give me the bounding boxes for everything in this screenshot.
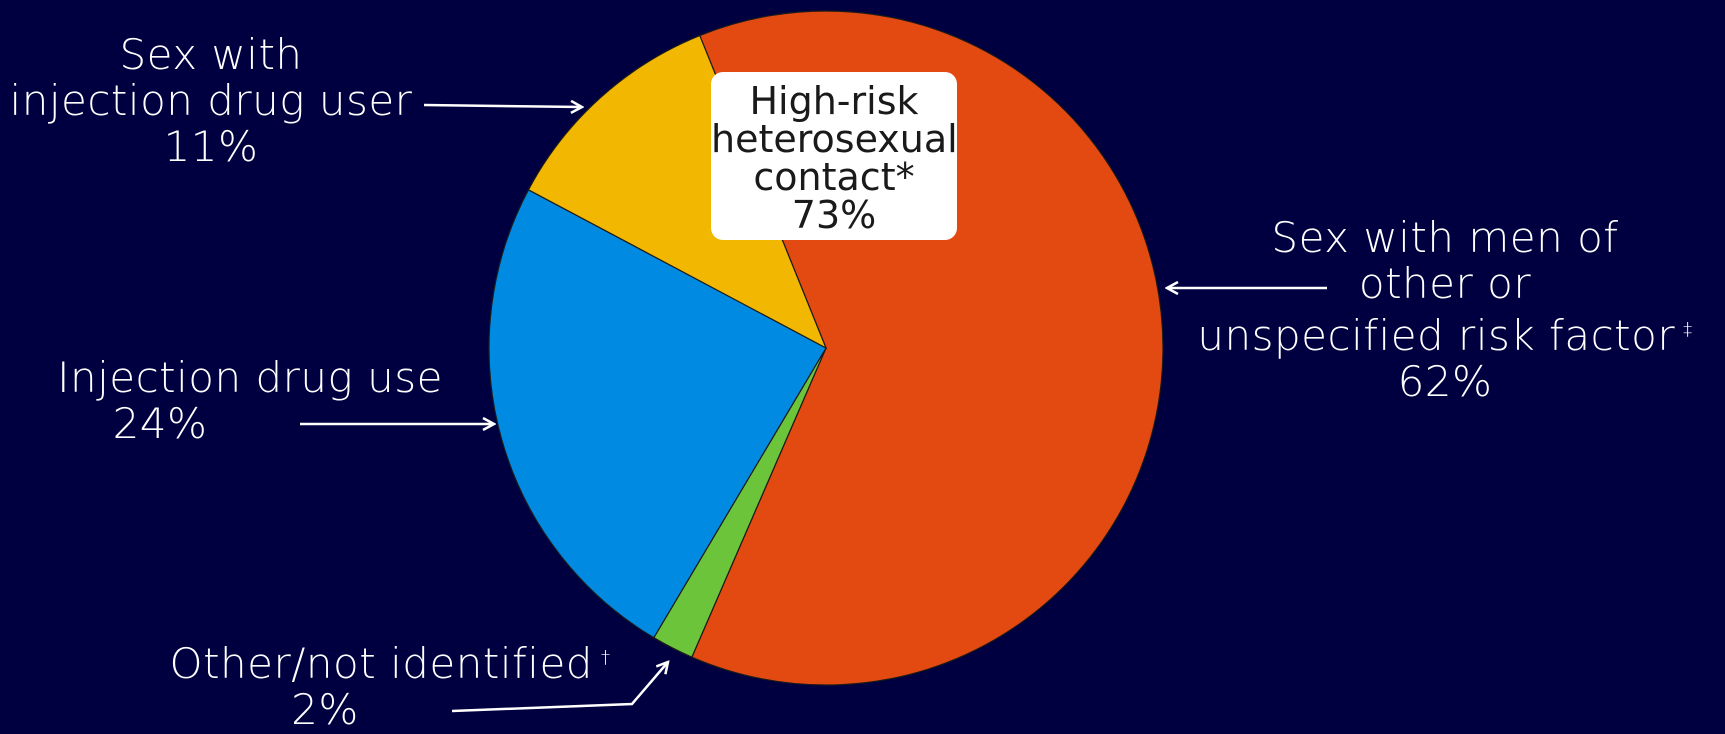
grouping-value: 73% [791, 193, 877, 237]
grouping-label-line-3: contact* [753, 155, 915, 199]
label-other-footnote: † [600, 647, 611, 668]
pie-slice-sexidu [527, 34, 828, 350]
label-sex-idu-line-1: Sex with [119, 30, 303, 79]
label-msm-value: 62% [1397, 357, 1493, 406]
label-other-value: 2% [291, 685, 359, 734]
grouping-label-line-2: heterosexual [711, 117, 958, 161]
grouping-label-line-1: High-risk [749, 79, 919, 123]
label-idu-line-1: Injection drug use [57, 353, 443, 402]
label-msm-line-3: unspecified risk factor [1197, 311, 1676, 360]
label-sex-idu-line-2: injection drug user [9, 76, 413, 125]
arrow-sex-idu [423, 105, 582, 107]
label-sex-idu-value: 11% [163, 122, 259, 171]
grouping-callout: High-risk heterosexual contact* 73% [711, 72, 958, 240]
label-msm-footnote: ‡ [1683, 319, 1693, 340]
label-other: Other/not identified † 2% [140, 635, 640, 733]
label-msm-line-1: Sex with men of [1271, 213, 1619, 262]
label-msm: Sex with men of other or unspecified ris… [1195, 215, 1695, 405]
label-other-line-1: Other/not identified [169, 639, 593, 688]
pie-slice-idu [488, 188, 827, 639]
label-sex-idu: Sex with injection drug user 11% [2, 32, 420, 170]
label-msm-line-2: other or [1358, 259, 1532, 308]
label-idu-value: 24% [112, 399, 208, 448]
arrow-other [451, 662, 668, 713]
label-idu: Injection drug use 24% [40, 355, 460, 447]
